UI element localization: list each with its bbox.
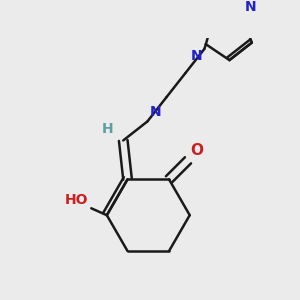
Text: N: N (191, 49, 203, 62)
Text: H: H (102, 122, 113, 136)
Text: O: O (190, 143, 204, 158)
Text: N: N (245, 0, 256, 14)
Text: HO: HO (64, 193, 88, 207)
Text: N: N (150, 105, 162, 119)
